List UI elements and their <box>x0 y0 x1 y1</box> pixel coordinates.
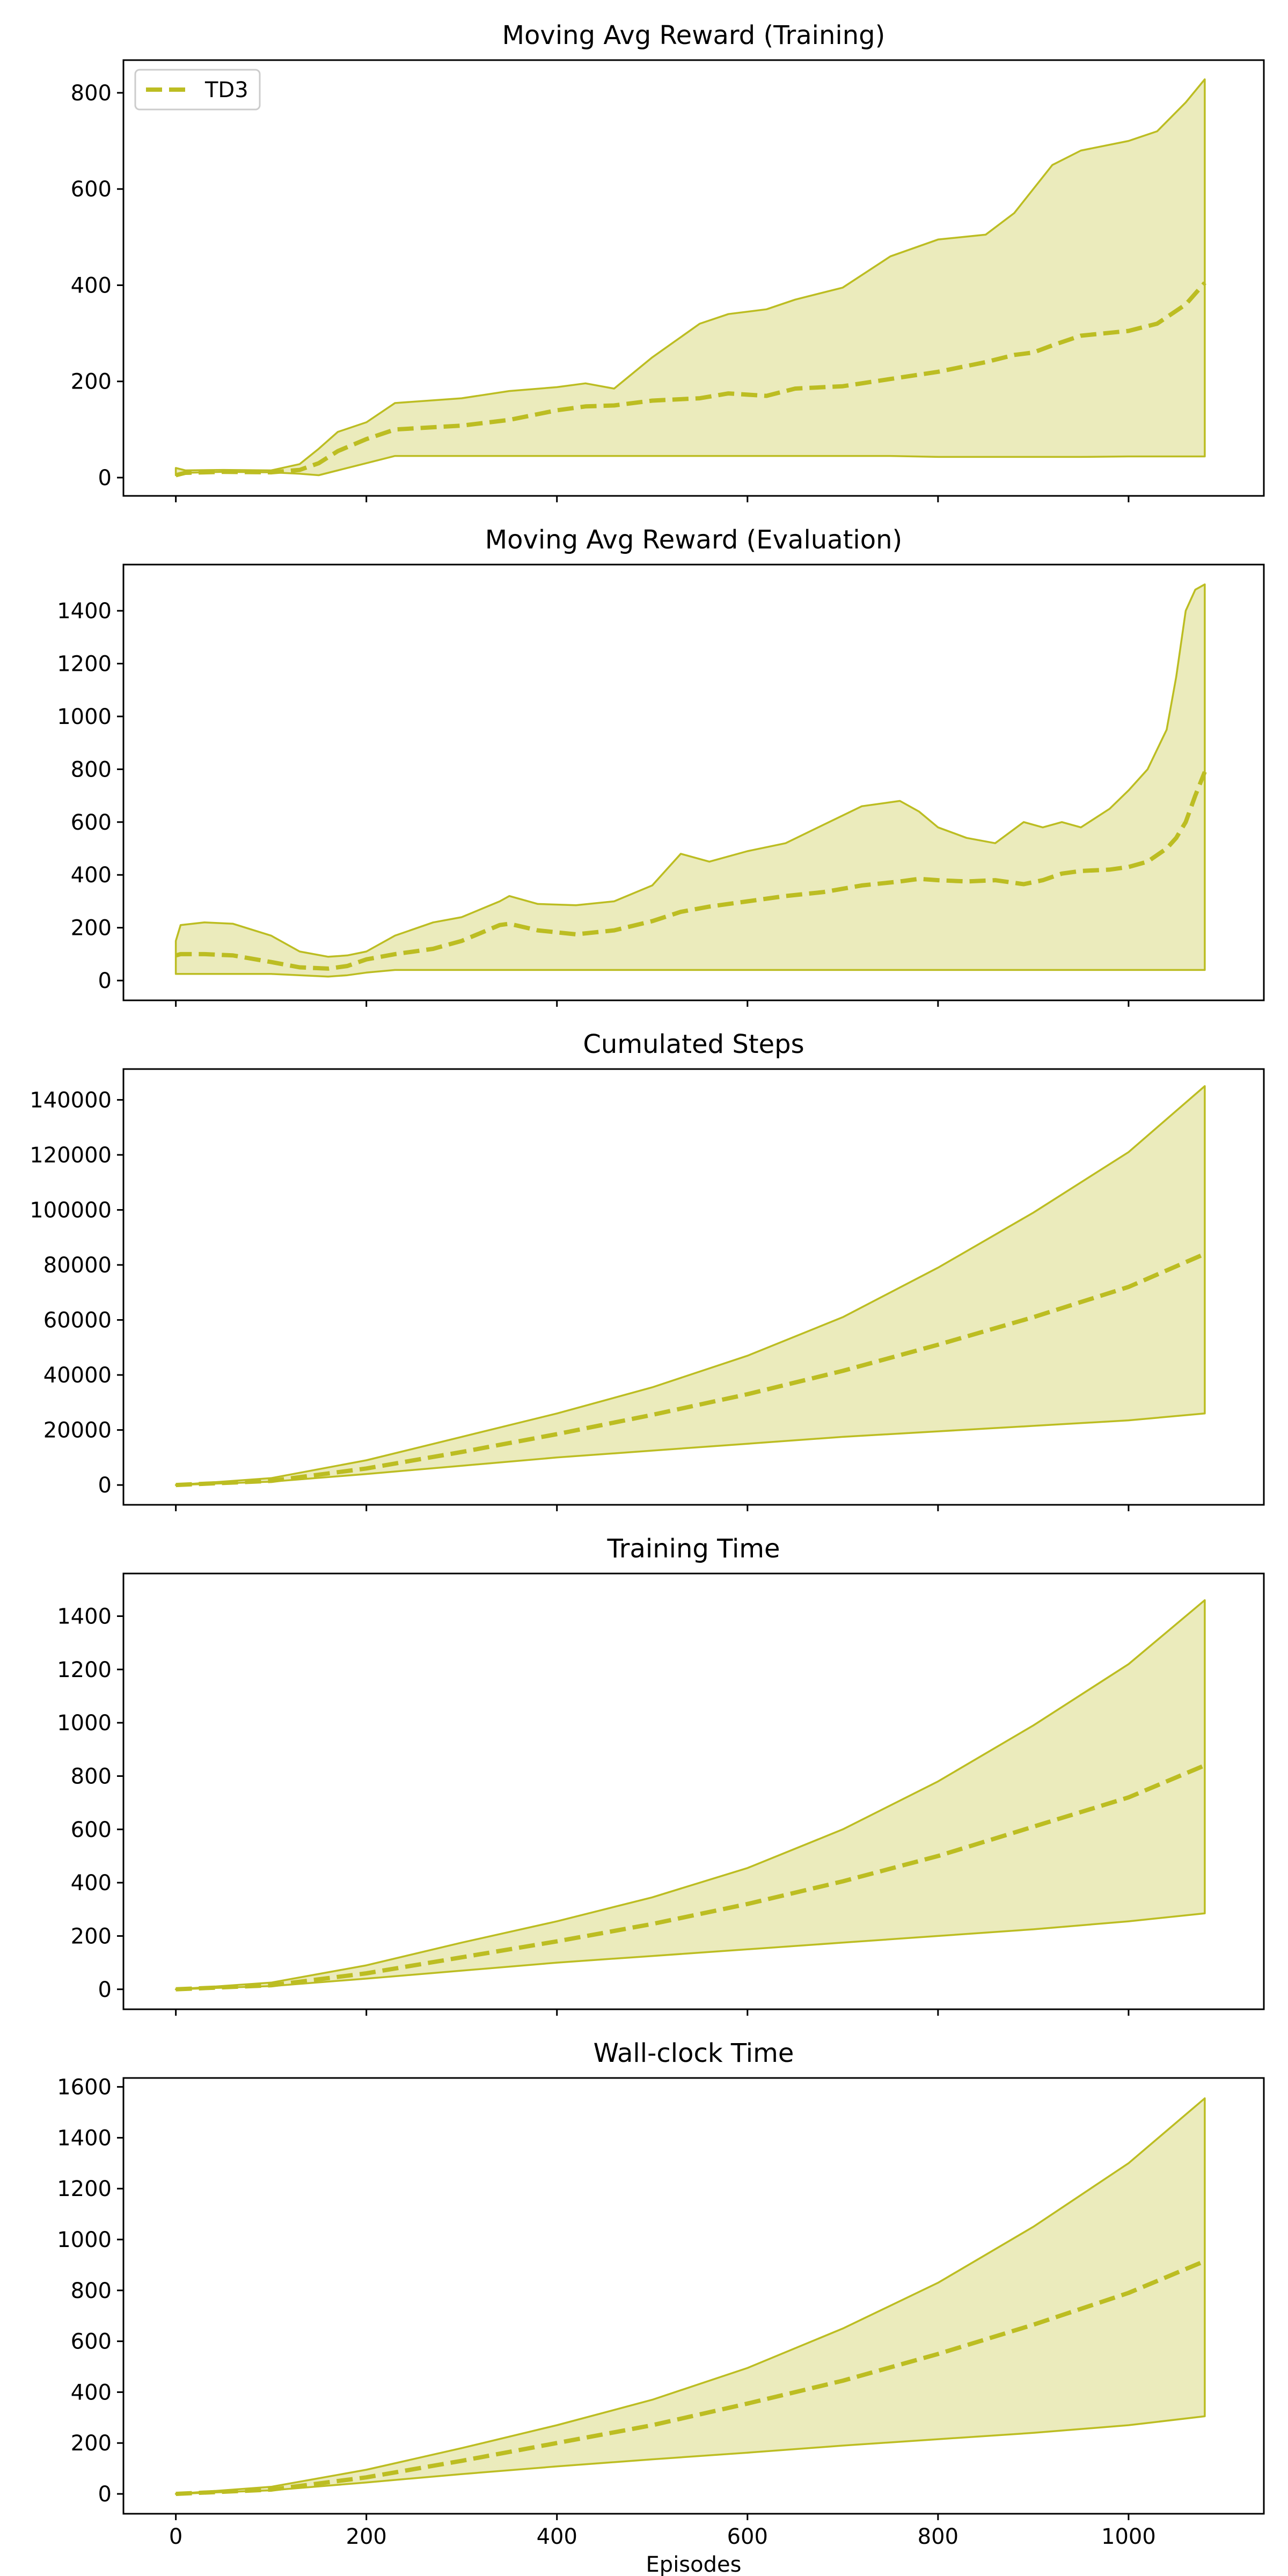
x-tick-label: 0 <box>169 2524 182 2549</box>
axes-frame <box>122 2077 1265 2515</box>
min-max-band <box>174 78 1206 477</box>
mean-series-line <box>175 1763 1206 1992</box>
axes-frame <box>122 564 1265 1001</box>
y-tick-label: 200 <box>71 916 112 941</box>
y-tick-label: 800 <box>71 1764 112 1789</box>
y-tick-label: 400 <box>71 273 112 298</box>
panel-title: Moving Avg Reward (Training) <box>502 20 885 50</box>
y-tick-label: 200 <box>71 370 112 394</box>
y-tick-label: 80000 <box>43 1253 112 1278</box>
y-tick-label: 200 <box>71 2431 112 2456</box>
panel-title: Wall-clock Time <box>594 2038 794 2068</box>
y-tick-label: 1600 <box>57 2075 112 2100</box>
y-tick-label: 400 <box>71 2380 112 2405</box>
axes-frame <box>122 1572 1265 2010</box>
x-tick-label: 800 <box>918 2524 958 2549</box>
y-tick-label: 1400 <box>57 599 112 624</box>
y-tick-label: 1400 <box>57 1604 112 1629</box>
y-tick-label: 60000 <box>43 1308 112 1333</box>
panel-3: Cumulated Steps 0 20000 40000 60000 80000 1000… <box>30 1029 1265 1511</box>
panel-title: Training Time <box>606 1534 780 1564</box>
axes-frame <box>122 1068 1265 1506</box>
y-tick-label: 600 <box>71 810 112 835</box>
panel-title: Moving Avg Reward (Evaluation) <box>485 525 903 555</box>
y-tick-label: 0 <box>98 2482 112 2507</box>
y-tick-label: 1200 <box>57 652 112 677</box>
min-max-band <box>174 1085 1206 1486</box>
y-tick-label: 1000 <box>57 1711 112 1736</box>
y-tick-label: 600 <box>71 2330 112 2354</box>
y-tick-label: 800 <box>71 81 112 106</box>
mean-series-line <box>175 771 1207 971</box>
x-tick-label: 400 <box>537 2524 577 2549</box>
y-tick-label: 1200 <box>57 2177 112 2201</box>
panel-title: Cumulated Steps <box>583 1029 804 1059</box>
y-tick-label: 120000 <box>30 1143 112 1168</box>
panel-5: Wall-clock Time 0 200 400 600 800 1000 1200 1400… <box>57 2038 1265 2576</box>
min-max-band <box>174 2097 1206 2495</box>
legend-box <box>134 69 261 111</box>
y-tick-label: 400 <box>71 863 112 888</box>
panel-2: Moving Avg Reward (Evaluation) 0 200 400 600… <box>57 525 1265 1007</box>
y-tick-label: 0 <box>98 1473 112 1498</box>
legend-label: TD3 <box>204 78 248 103</box>
y-tick-label: 0 <box>98 466 112 491</box>
y-tick-label: 1400 <box>57 2126 112 2150</box>
panel-1: Moving Avg Reward (Training) 0 200 400 600 80… <box>71 20 1265 502</box>
y-tick-label: 800 <box>71 757 112 782</box>
y-tick-label: 200 <box>71 1924 112 1949</box>
y-tick-label: 140000 <box>30 1088 112 1113</box>
y-tick-label: 40000 <box>43 1363 112 1388</box>
min-max-band <box>174 1599 1206 1990</box>
x-tick-label: 600 <box>727 2524 768 2549</box>
y-tick-label: 0 <box>98 969 112 993</box>
mean-series-line <box>175 281 1206 478</box>
y-tick-label: 1000 <box>57 705 112 729</box>
min-max-band <box>174 583 1206 978</box>
mean-series-line <box>175 1252 1206 1488</box>
y-tick-label: 400 <box>71 1871 112 1896</box>
axes-frame <box>122 59 1265 497</box>
y-tick-label: 100000 <box>30 1198 112 1223</box>
y-tick-label: 1000 <box>57 2228 112 2252</box>
y-tick-label: 1200 <box>57 1658 112 1682</box>
mean-series-line <box>175 2259 1206 2496</box>
x-tick-label: 200 <box>346 2524 387 2549</box>
y-tick-label: 20000 <box>43 1418 112 1443</box>
x-tick-label: 1000 <box>1101 2524 1156 2549</box>
y-tick-label: 800 <box>71 2279 112 2303</box>
y-tick-label: 600 <box>71 177 112 202</box>
y-tick-label: 600 <box>71 1818 112 1842</box>
x-axis-label: Episodes <box>646 2552 742 2576</box>
legend: TD3 <box>134 69 261 111</box>
panel-4: Training Time 0 200 400 600 800 1000 1200 1400 <box>57 1534 1265 2016</box>
y-tick-label: 0 <box>98 1978 112 2002</box>
